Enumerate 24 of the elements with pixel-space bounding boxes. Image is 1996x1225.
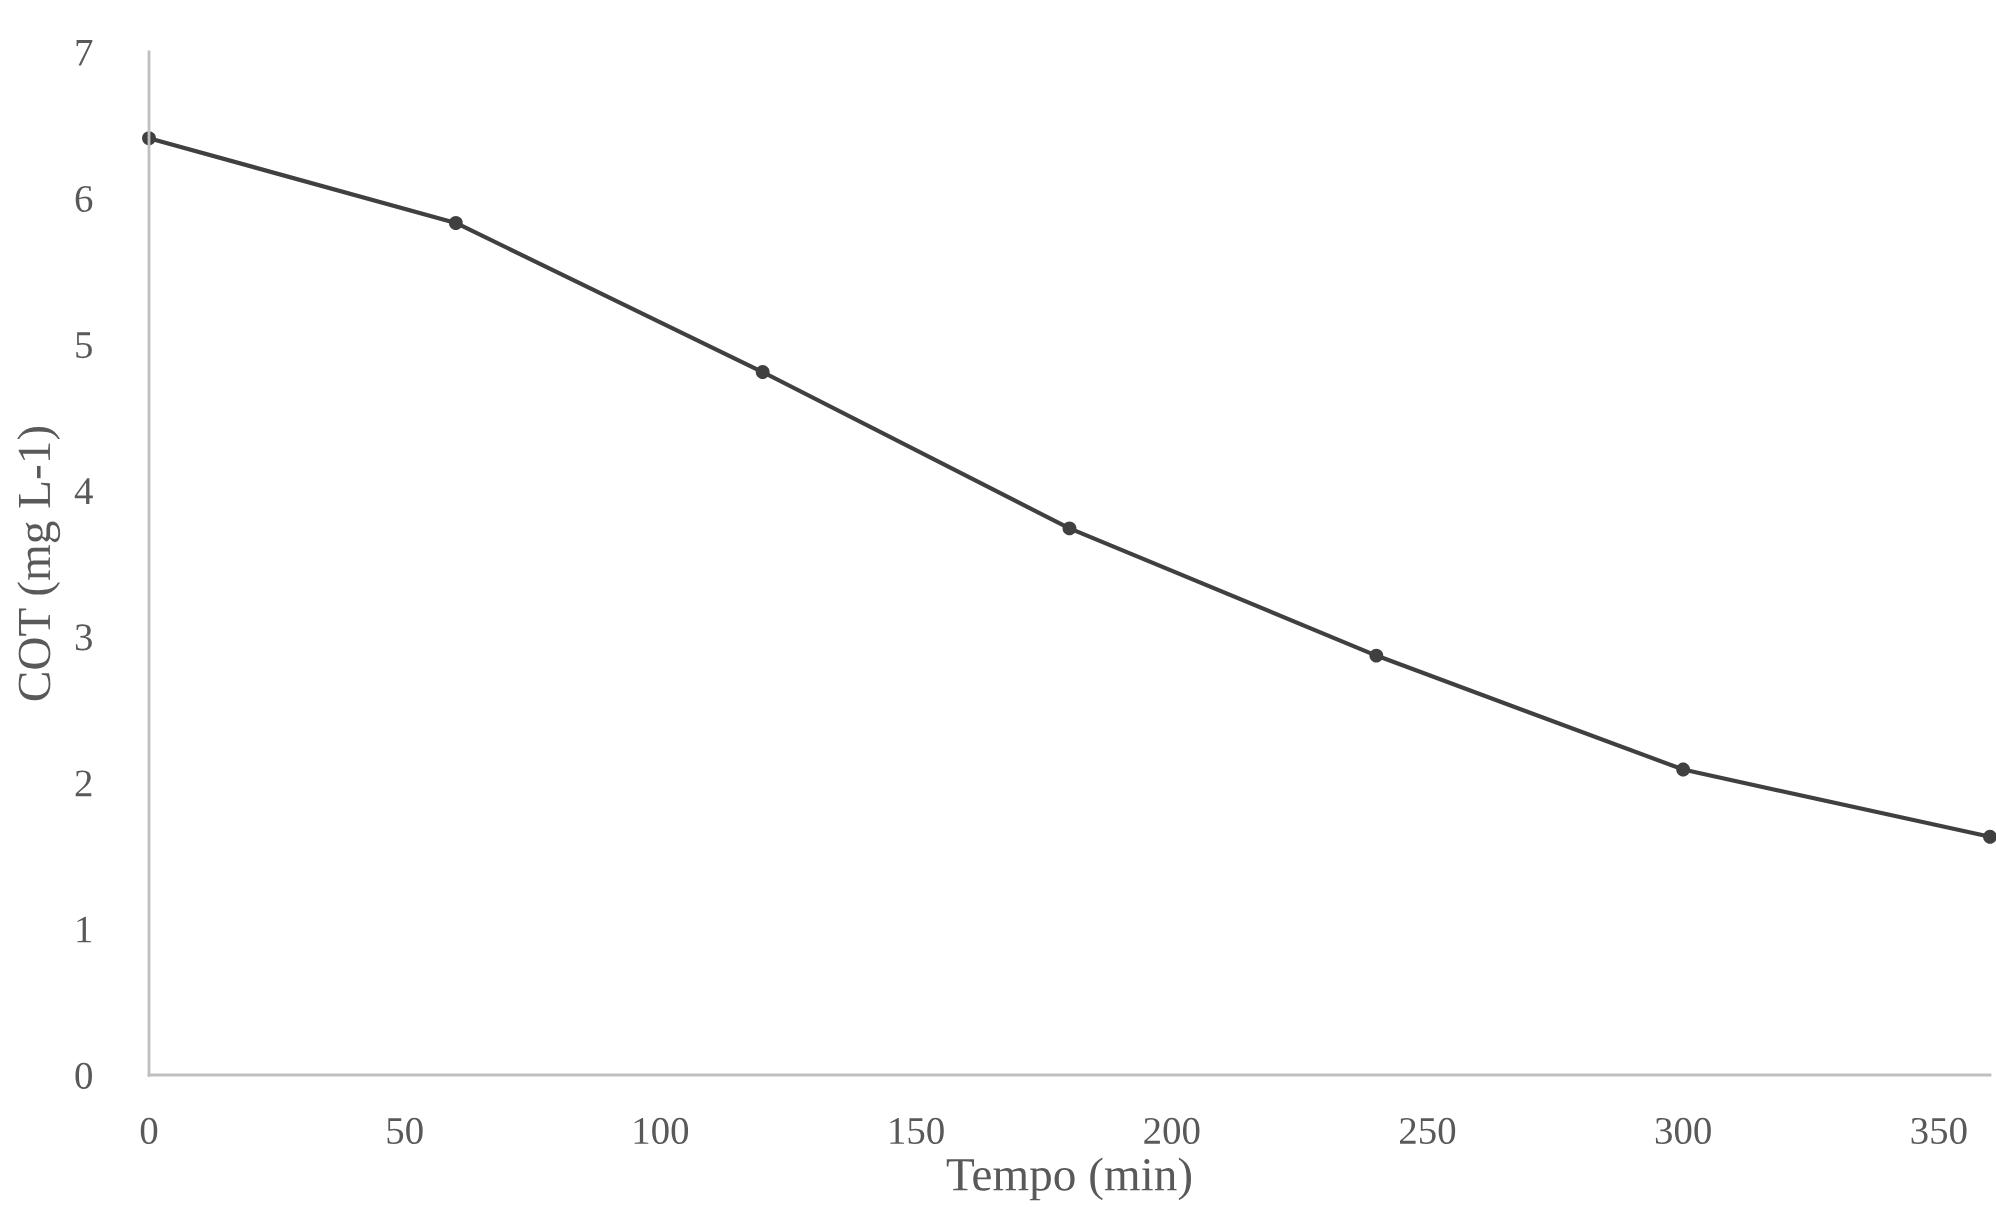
x-axis-title: Tempo (min): [946, 1157, 1192, 1201]
x-tick-label: 350: [1911, 1117, 1967, 1145]
y-tick-label: 6: [75, 185, 93, 213]
x-tick-label: 100: [634, 1117, 689, 1145]
y-tick-label: 3: [75, 624, 92, 651]
x-tick-label: 150: [890, 1117, 944, 1145]
x-tick-label: 200: [1144, 1117, 1200, 1145]
y-tick-label: 2: [75, 770, 92, 797]
point: [448, 216, 463, 230]
y-tick-label: 0: [75, 1062, 92, 1089]
y-tick-label: 1: [77, 916, 92, 943]
point: [1062, 521, 1077, 536]
y-axis-title: COT (mg L-1): [17, 426, 61, 701]
point: [1983, 829, 1996, 844]
x-tick-label: 250: [1400, 1117, 1456, 1145]
y-tick-label: 5: [76, 332, 92, 359]
x-tick-label: 0: [140, 1117, 158, 1145]
x-tick-label: 50: [387, 1117, 423, 1145]
y-tick-label: 4: [74, 478, 93, 504]
point: [1369, 648, 1384, 663]
point: [755, 365, 770, 379]
y-tick-label: 7: [76, 40, 93, 66]
x-tick-label: 300: [1655, 1117, 1711, 1145]
point: [1676, 762, 1691, 777]
